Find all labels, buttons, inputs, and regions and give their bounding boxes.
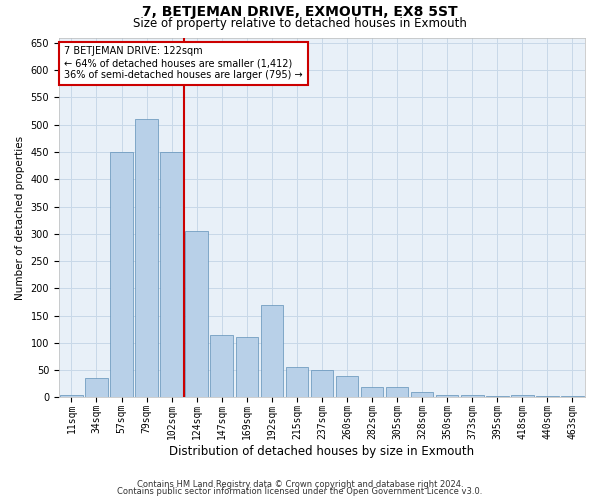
Text: Size of property relative to detached houses in Exmouth: Size of property relative to detached ho… <box>133 18 467 30</box>
Bar <box>110 152 133 398</box>
Bar <box>136 120 158 398</box>
Bar <box>311 370 333 398</box>
Bar <box>260 304 283 398</box>
Bar <box>336 376 358 398</box>
Text: Contains public sector information licensed under the Open Government Licence v3: Contains public sector information licen… <box>118 487 482 496</box>
Bar <box>160 152 183 398</box>
Bar <box>486 396 509 398</box>
Y-axis label: Number of detached properties: Number of detached properties <box>15 136 25 300</box>
Bar <box>561 396 584 398</box>
Bar <box>386 386 409 398</box>
Bar <box>185 231 208 398</box>
Bar <box>436 394 458 398</box>
Bar <box>461 394 484 398</box>
Bar <box>236 338 258 398</box>
Bar <box>286 368 308 398</box>
Bar <box>60 394 83 398</box>
Bar <box>85 378 108 398</box>
Text: 7, BETJEMAN DRIVE, EXMOUTH, EX8 5ST: 7, BETJEMAN DRIVE, EXMOUTH, EX8 5ST <box>142 5 458 19</box>
Bar <box>411 392 433 398</box>
Bar <box>536 396 559 398</box>
Text: Contains HM Land Registry data © Crown copyright and database right 2024.: Contains HM Land Registry data © Crown c… <box>137 480 463 489</box>
Bar <box>511 394 533 398</box>
X-axis label: Distribution of detached houses by size in Exmouth: Distribution of detached houses by size … <box>169 444 475 458</box>
Bar <box>211 334 233 398</box>
Bar <box>361 386 383 398</box>
Text: 7 BETJEMAN DRIVE: 122sqm
← 64% of detached houses are smaller (1,412)
36% of sem: 7 BETJEMAN DRIVE: 122sqm ← 64% of detach… <box>64 46 303 80</box>
